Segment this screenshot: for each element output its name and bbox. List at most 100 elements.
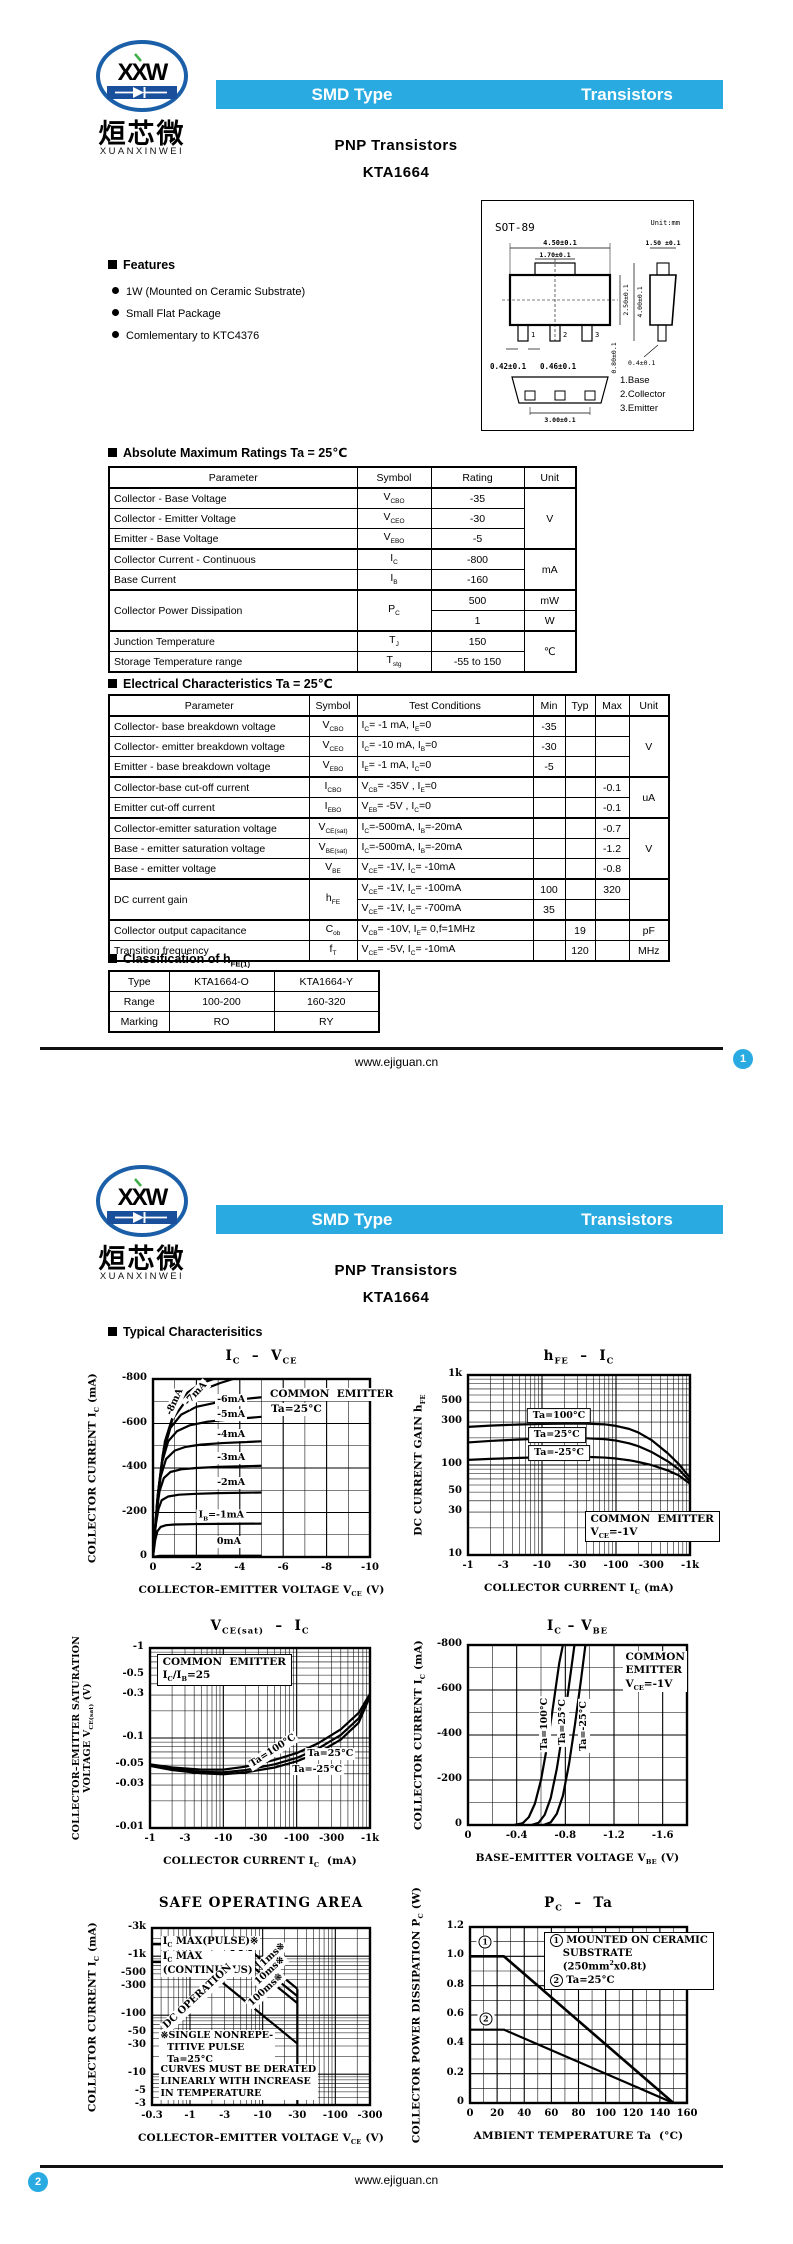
table-cell: 19 [564,919,596,941]
table-cell: IB [356,569,432,591]
x-tick-label: -3 [219,2110,231,2121]
table-cell: -0.7 [594,817,630,839]
series-ta-25-c [150,1695,370,1776]
section-marker [108,1327,117,1336]
series-2-ta-25-c [470,2028,687,2103]
x-tick-label: -10 [253,2110,272,2121]
y-tick-label: 0.8 [446,1978,464,1990]
y-tick-label: -10 [127,2067,146,2079]
table-cell: Range [108,991,170,1012]
table-cell: -0.1 [594,776,630,798]
x-tick-label: -3 [497,1560,509,1571]
table-cell [532,797,566,819]
banner-left-label: SMD Type [311,1209,393,1229]
table-cell: 100 [532,878,566,900]
table-cell: -55 to 150 [430,651,525,673]
table-cell: VCB= -35V , IE=0 [356,776,534,798]
column-header: Test Conditions [356,694,534,717]
x-tick-label: -0.3 [141,2110,163,2121]
y-tick-label: -400 [436,1728,462,1739]
table-cell: Collector Power Dissipation [108,589,358,632]
y-tick-label: -1 [132,1641,144,1652]
series-ib-2ma [153,1491,262,1557]
x-tick-label: -2 [190,1562,202,1573]
x-tick-label: 140 [649,2108,671,2119]
table-cell: Tstg [356,651,432,673]
x-tick-label: -300 [357,2110,383,2121]
chart-annotation: 1 [476,1935,494,1949]
table-cell: mA [523,548,577,591]
table-cell: 500 [430,589,525,611]
table-cell: VCE= -1V, IC= -100mA [356,878,534,900]
banner-right-label: Transistors [581,84,673,104]
table-cell: IC [356,548,432,570]
chart-vcesat-ic: VCE(sat) – IC -1 -3 -10 -30 -100 -300 -1k -0.01-… [70,1612,380,1892]
table-cell [594,899,630,921]
table-row: Type KTA1664-O KTA1664-Y [108,970,380,992]
series-ta-100-c [150,1693,370,1771]
table-cell [594,940,630,962]
x-tick-label: -300 [319,1833,345,1844]
footer-rule [40,1047,723,1050]
y-axis-title: COLLECTOR CURRENT IC (mA) [412,1640,427,1830]
table-cell [564,817,596,839]
table-cell: -1.2 [594,838,630,859]
table-row: Base - emitter voltage VBE VCE= -1V, IC= -… [108,858,669,880]
chart-series-group [468,1422,690,1485]
dim-side-width: 1.50 ±0.1 [645,239,680,247]
table-row: Collector-emitter saturation voltage VCE(… [108,817,670,880]
logo-green-accent [134,1178,142,1187]
y-tick-label: 50 [448,1485,462,1497]
page-1: XXW 烜芯微 XUANXINWEI SMD Type Transistors … [40,40,753,1069]
table-cell: VCEO [356,508,432,529]
chart-annotation: 1 MOUNTED ON CERAMIC SUBSTRATE (250mm2x0.8… [543,1932,714,1990]
table-cell: Marking [108,1011,170,1033]
x-axis-title: COLLECTOR–EMITTER VOLTAGE VCE (V) [137,2132,385,2147]
table-cell [564,838,596,859]
page-2: XXW 烜芯微 XUANXINWEI SMD Type Transistors … [0,1125,793,2244]
y-tick-label: 1.2 [446,1920,464,1931]
y-tick-label: -600 [121,1416,147,1428]
table-cell: 100-200 [168,991,275,1012]
page-number-badge: 2 [28,2172,48,2192]
y-tick-label: 10 [448,1548,462,1559]
column-header: Symbol [308,694,358,717]
y-tick-label: 0.2 [446,2066,464,2078]
table-cell: IC=-500mA, IB=-20mA [356,838,534,859]
features-heading: Features [108,258,175,272]
electrical-table: Parameter Symbol Test Conditions Min Typ Max U… [108,694,670,962]
table-cell: TJ [356,630,432,652]
table-row: Collector- emitter breakdown voltage VCEO… [108,736,669,757]
chart-annotation: IB=-1mA [196,1509,247,1523]
y-axis-title: COLLECTOR–EMITTER SATURATION VOLTAGE VCE(… [71,1635,96,1841]
dim-tab-width: 1.70±0.1 [539,251,570,259]
chart-annotation: 0mA [214,1535,243,1548]
table-row: Emitter - base breakdown voltage VEBO IE= … [108,756,669,778]
x-tick-label: -10 [214,1833,233,1844]
table-cell: IC=-500mA, IB=-20mA [356,817,534,839]
table-cell: VEBO [356,528,432,550]
x-tick-label: 0 [149,1562,157,1573]
table-cell: 150 [430,630,525,652]
chart-annotation: Ta=100°C [526,1407,592,1424]
y-tick-label: -0.05 [115,1758,144,1770]
x-tick-label: -30 [288,2110,307,2121]
table-cell: KTA1664-Y [273,970,380,992]
x-tick-label: 100 [595,2108,617,2119]
x-tick-label: -10 [360,1562,380,1573]
series-ta-25-c [530,1645,576,1825]
bullet-icon [112,331,119,338]
plot-border [151,1377,372,1559]
y-tick-label: 0 [455,1818,462,1829]
y-tick-label: 300 [441,1415,462,1427]
table-cell: -35 [532,715,566,737]
y-axis-title: DC CURRENT GAIN hFE [412,1394,427,1536]
y-tick-label: -0.03 [115,1778,144,1790]
series-ib-3ma [153,1464,262,1557]
chart-annotation: COMMON EMITTER VCE=-1V [623,1651,687,1692]
table-cell: hFE [308,878,358,921]
table-cell: PC [356,589,432,632]
brand-name-en: XUANXINWEI [99,146,185,157]
y-tick-label: 100 [441,1458,462,1469]
chart-title: SAFE OPERATING AREA [158,1895,364,1911]
